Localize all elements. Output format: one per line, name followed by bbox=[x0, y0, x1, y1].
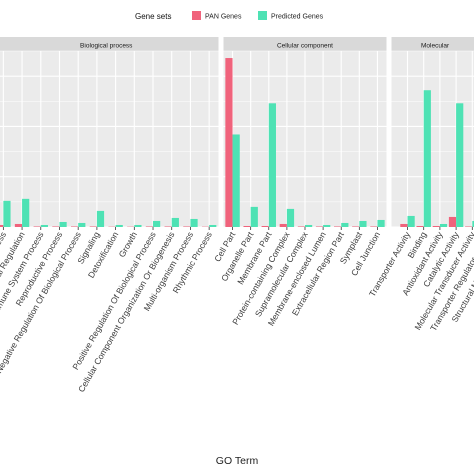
facet-strip bbox=[391, 37, 474, 51]
bar-predicted-genes bbox=[190, 218, 198, 227]
bar-pan-genes bbox=[52, 226, 60, 227]
bar-predicted-genes bbox=[209, 224, 217, 227]
bar-predicted-genes bbox=[96, 210, 105, 227]
bar-predicted-genes bbox=[423, 90, 431, 227]
bar-pan-genes bbox=[14, 223, 23, 227]
legend-title: Gene sets bbox=[135, 12, 171, 21]
bar-pan-genes bbox=[465, 226, 473, 227]
facet-strip bbox=[223, 37, 387, 51]
bar-pan-genes bbox=[261, 225, 269, 227]
facets: Biological processBiological ProcessBiol… bbox=[0, 37, 474, 394]
plot-panel bbox=[0, 51, 219, 227]
legend-swatch-predicted bbox=[258, 11, 267, 20]
bar-predicted-genes bbox=[439, 223, 448, 227]
bar-predicted-genes bbox=[359, 220, 367, 227]
facet-strip-title: Molecular bbox=[421, 43, 450, 50]
bar-predicted-genes bbox=[268, 103, 276, 227]
facet-strip-title: Biological process bbox=[80, 43, 133, 50]
bar-pan-genes bbox=[0, 224, 4, 227]
bar-pan-genes bbox=[352, 226, 360, 227]
legend-label-pan: PAN Genes bbox=[205, 14, 242, 21]
legend-swatch-pan bbox=[192, 11, 201, 20]
bar-pan-genes bbox=[33, 226, 41, 227]
bar-pan-genes bbox=[448, 216, 457, 227]
bar-predicted-genes bbox=[232, 134, 240, 227]
x-axis-title: GO Term bbox=[216, 455, 259, 467]
bar-pan-genes bbox=[370, 226, 378, 227]
bar-pan-genes bbox=[297, 226, 305, 227]
bar-predicted-genes bbox=[115, 224, 123, 227]
facet-strip-title: Cellular component bbox=[277, 43, 333, 50]
bar-pan-genes bbox=[183, 226, 191, 227]
bar-predicted-genes bbox=[3, 200, 11, 227]
bar-pan-genes bbox=[279, 223, 287, 227]
bar-pan-genes bbox=[416, 225, 424, 227]
bar-predicted-genes bbox=[40, 224, 48, 227]
bar-predicted-genes bbox=[341, 222, 349, 227]
bar-pan-genes bbox=[432, 225, 440, 227]
bar-predicted-genes bbox=[305, 224, 313, 227]
bar-pan-genes bbox=[243, 225, 251, 227]
facet-strip bbox=[0, 37, 219, 51]
bar-pan-genes bbox=[145, 226, 154, 227]
bar-predicted-genes bbox=[407, 215, 415, 227]
bar-predicted-genes bbox=[286, 208, 295, 227]
bar-pan-genes bbox=[334, 226, 342, 227]
bar-predicted-genes bbox=[377, 219, 385, 227]
bar-predicted-genes bbox=[456, 103, 464, 227]
bar-predicted-genes bbox=[22, 198, 30, 227]
bar-predicted-genes bbox=[59, 221, 67, 227]
bar-pan-genes bbox=[315, 226, 324, 227]
bar-predicted-genes bbox=[323, 224, 331, 227]
bar-pan-genes bbox=[70, 226, 79, 227]
facet-panel: Biological processBiological ProcessBiol… bbox=[0, 37, 219, 394]
bar-pan-genes bbox=[164, 226, 172, 227]
bar-predicted-genes bbox=[171, 217, 179, 227]
bar-pan-genes bbox=[89, 226, 97, 227]
bar-pan-genes bbox=[225, 58, 233, 227]
bar-predicted-genes bbox=[153, 220, 161, 227]
bar-pan-genes bbox=[400, 223, 408, 227]
legend-label-predicted: Predicted Genes bbox=[271, 14, 324, 21]
bar-predicted-genes bbox=[250, 206, 258, 227]
bar-predicted-genes bbox=[472, 220, 474, 227]
bar-predicted-genes bbox=[78, 222, 86, 227]
bar-predicted-genes bbox=[134, 224, 142, 227]
legend: Gene sets PAN Genes Predicted Genes bbox=[135, 11, 324, 21]
